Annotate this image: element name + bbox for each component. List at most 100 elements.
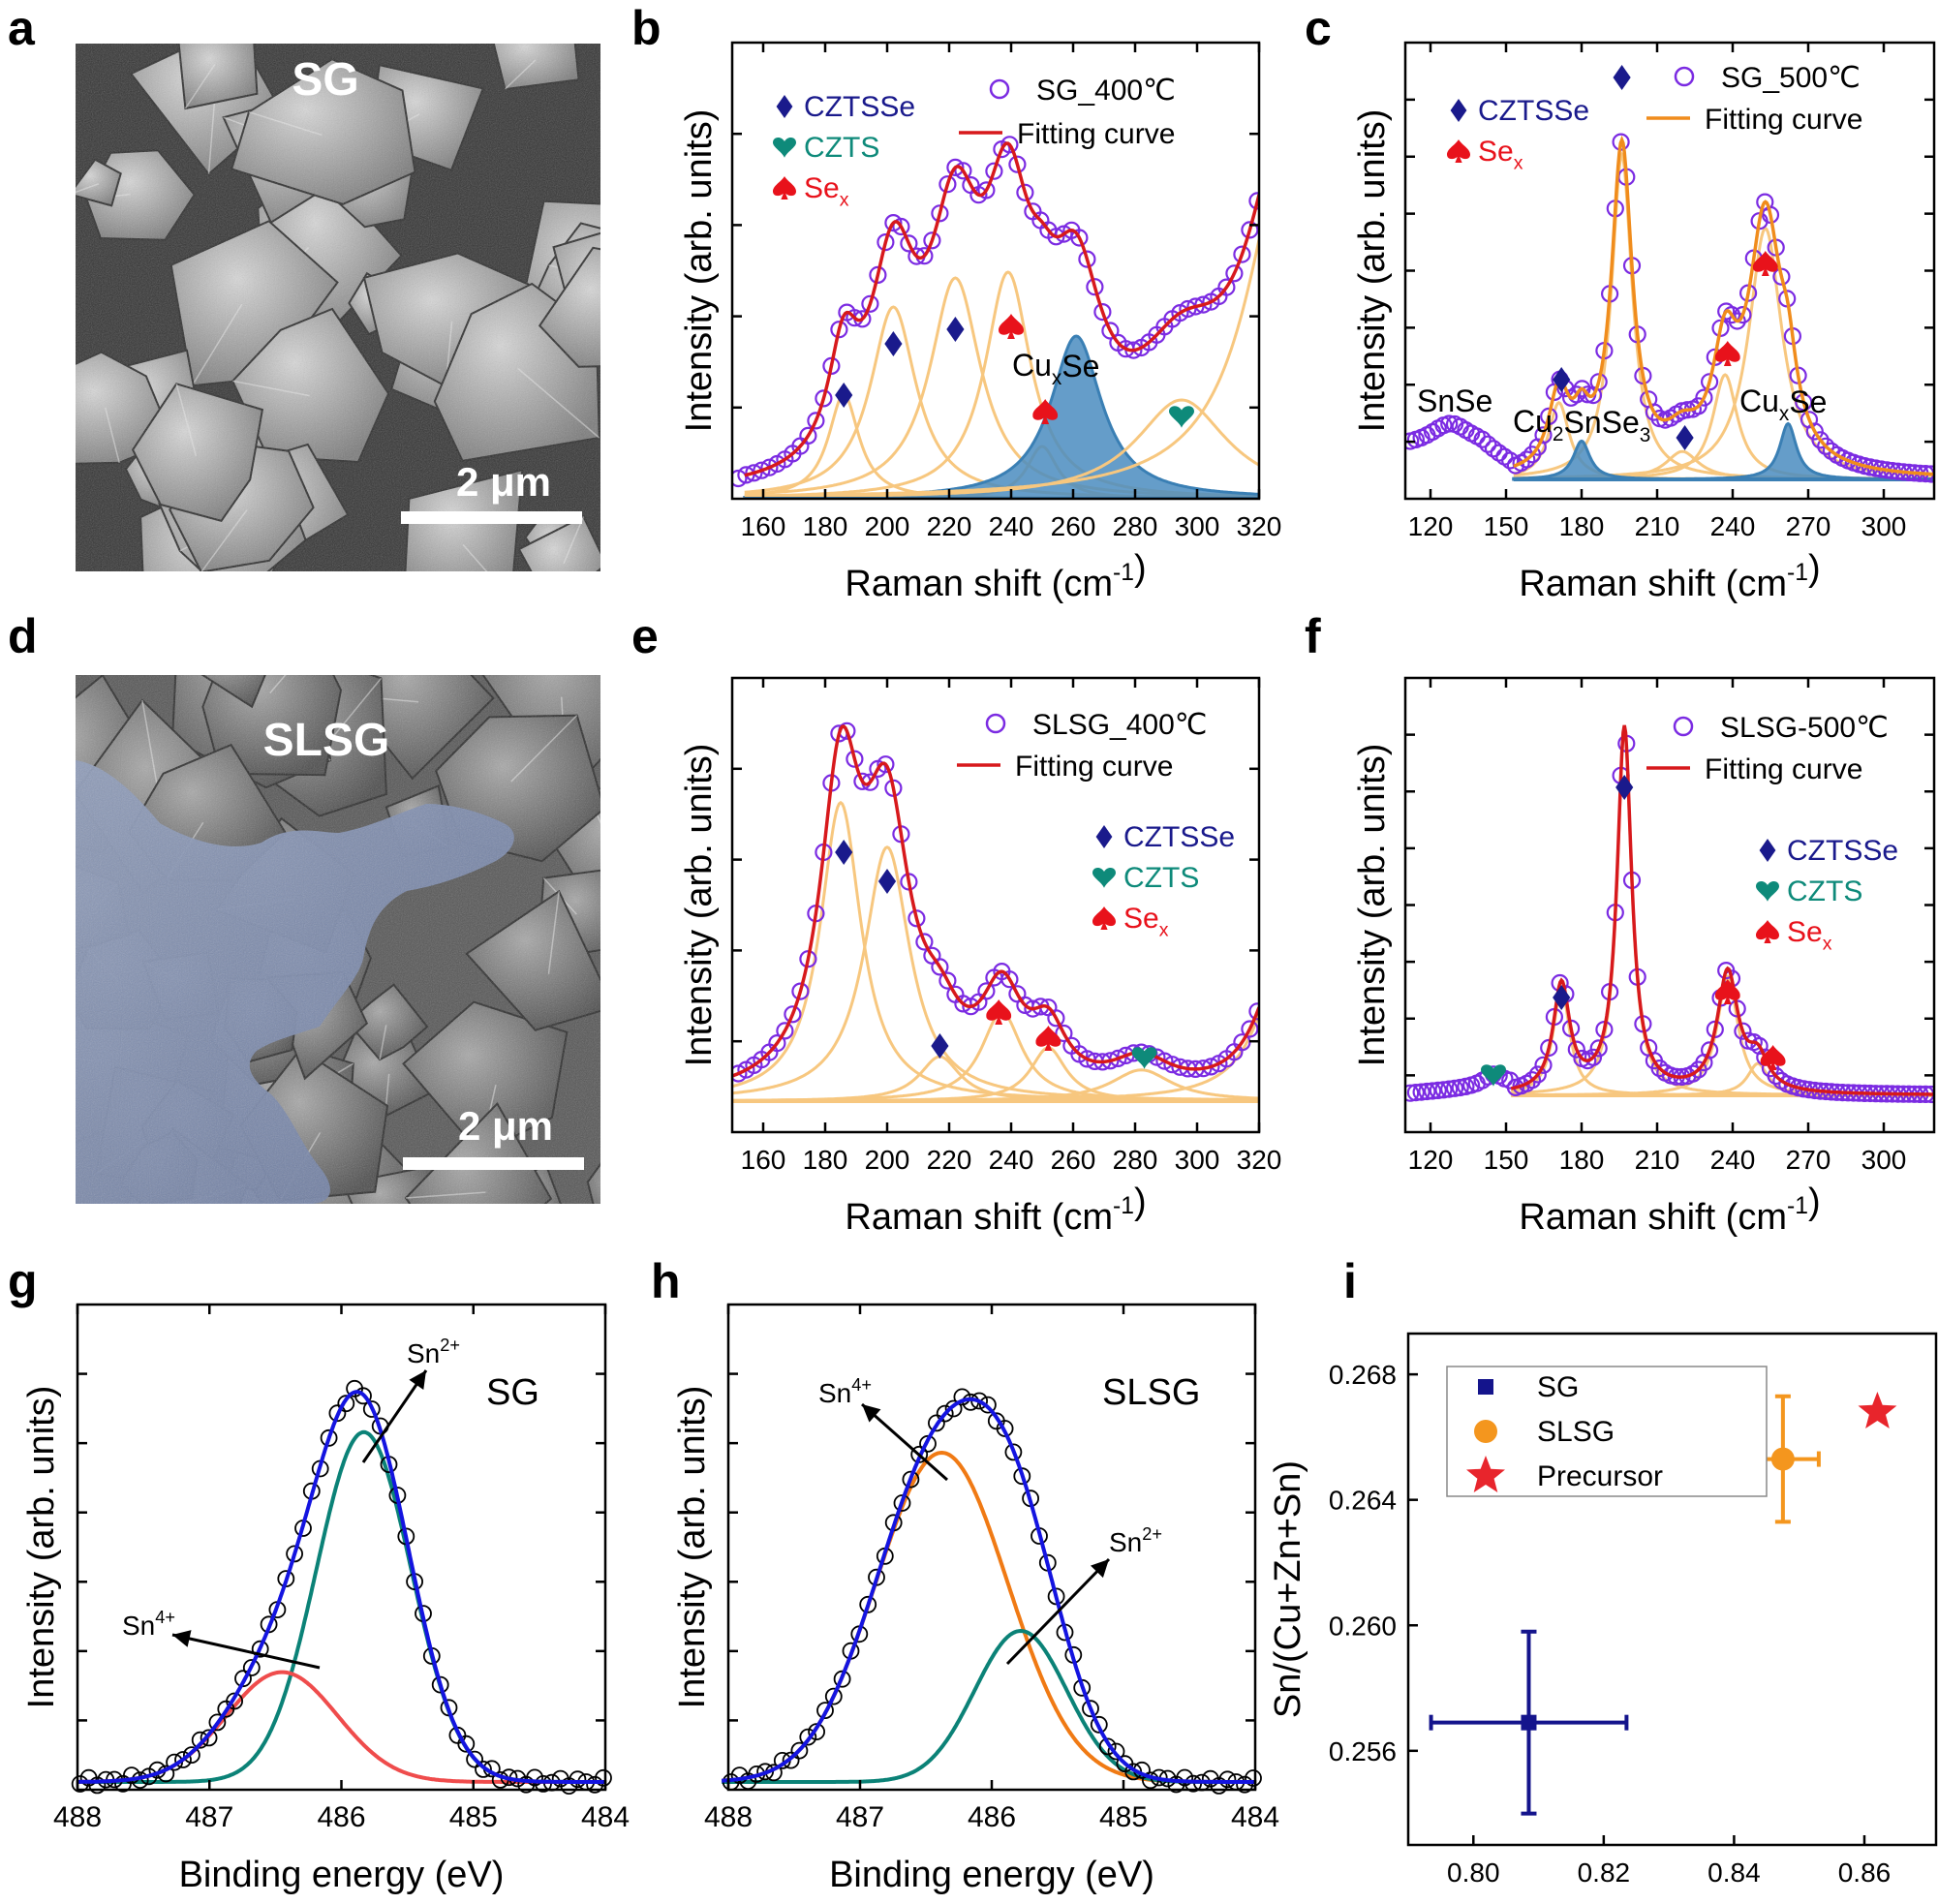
legend-label-sex: Sex [1123, 903, 1169, 940]
data-point [1423, 1082, 1442, 1100]
x-tick-label: 240 [1710, 511, 1756, 541]
data-point [1217, 278, 1236, 296]
legend-label-cztsse: CZTSSe [1787, 835, 1898, 867]
data-point [71, 1775, 89, 1793]
data-point [977, 181, 996, 200]
raman-chart-sg-400: 160 180 200 220 240 260 280 300 320 Raman shift (… [679, 41, 1281, 604]
xps-chart-sg: 488 487 486 485 484 Binding energy (eV) Intens… [21, 1303, 630, 1895]
plot-frame [1406, 1332, 1938, 1847]
data-point [861, 294, 879, 313]
x-tick-label: 485 [449, 1801, 498, 1833]
legend-symbol-czts [776, 95, 793, 118]
data-point [200, 1729, 218, 1747]
data-point [730, 1766, 749, 1784]
data-point [226, 1692, 244, 1710]
data-point [1540, 407, 1558, 425]
data-point [1194, 295, 1213, 314]
x-axis-label: Raman shift (cm-1) [1519, 548, 1820, 604]
data-point [1008, 155, 1027, 173]
data-point [457, 1735, 476, 1753]
x-tick-label: 280 [1113, 1145, 1158, 1175]
y-axis-label: Intensity (arb. units) [1352, 109, 1393, 433]
y-tick-label: 0.264 [1329, 1486, 1397, 1516]
data-point [1479, 435, 1497, 453]
x-tick-label: 0.80 [1447, 1858, 1500, 1888]
data-point [979, 1396, 997, 1414]
data-point [732, 469, 748, 488]
data-point [1109, 1049, 1127, 1068]
sem-a-label: SG [292, 54, 358, 106]
legend-label-sex: Sex [1478, 136, 1523, 173]
data-point [892, 217, 910, 236]
x-tick-label: 486 [968, 1801, 1016, 1833]
legend-label-precursor: Precursor [1537, 1460, 1663, 1492]
x-axis-label: Raman shift (cm-1) [1519, 1182, 1820, 1238]
sem-image-sg [76, 44, 600, 571]
data-point [1523, 1071, 1542, 1090]
peak-marker-cztsg [1131, 1047, 1157, 1069]
legend-sample-label: SLSG-500℃ [1720, 712, 1889, 744]
panel-label-h: h [651, 1254, 681, 1308]
legend-symbol-sex [1092, 906, 1116, 930]
plot-frame [730, 41, 1261, 501]
data-point [1817, 437, 1835, 455]
data-point [174, 1751, 192, 1768]
data-point [1440, 1080, 1459, 1098]
data-point [985, 162, 1003, 180]
data-point [1434, 1081, 1453, 1099]
y-axis-label: Intensity (arb. units) [679, 744, 720, 1067]
data-point [1534, 426, 1553, 445]
panel-label-c: c [1305, 1, 1332, 55]
point-slsg [1770, 1447, 1795, 1471]
x-tick-label: 484 [581, 1801, 630, 1833]
data-point [944, 1399, 963, 1418]
x-tick-label: 150 [1484, 1145, 1529, 1175]
legend-symbol-cztsg [1092, 868, 1116, 888]
data-point [782, 1751, 800, 1769]
data-point [1429, 1081, 1447, 1100]
data-point [923, 231, 941, 250]
x-tick-label: 180 [1559, 1145, 1605, 1175]
data-point [869, 265, 887, 284]
data-point [953, 1388, 971, 1406]
legend-symbol-czts [1095, 825, 1113, 848]
data-point [362, 1400, 381, 1418]
sem-a-scale-label: 2 μm [456, 459, 551, 505]
legend-data-marker [1674, 66, 1695, 87]
data-point [915, 933, 934, 951]
x-tick-label: 260 [1051, 511, 1096, 541]
x-tick-label: 0.82 [1578, 1858, 1631, 1888]
data-point [1055, 1024, 1073, 1043]
point-precursor [1858, 1392, 1897, 1428]
peak-marker-czts [884, 331, 903, 356]
xps-component-Sn4p [77, 1670, 605, 1784]
data-point [1567, 1040, 1585, 1059]
fit-component [744, 239, 1259, 498]
x-axis-label: Binding energy (eV) [829, 1855, 1154, 1895]
x-tick-label: 180 [803, 511, 848, 541]
fitting-curve [744, 141, 1259, 477]
legend-data-marker [1673, 716, 1694, 737]
data-point [1695, 388, 1713, 407]
data-point [996, 1420, 1014, 1437]
x-tick-label: 220 [927, 1145, 972, 1175]
data-point [931, 958, 949, 976]
data-point [354, 1387, 372, 1405]
x-tick-label: 180 [1559, 511, 1605, 541]
plot-frame [730, 676, 1261, 1134]
x-tick-label: 200 [865, 1145, 910, 1175]
data-point [595, 1768, 612, 1787]
x-tick-label: 180 [803, 1145, 848, 1175]
legend-label-czts: CZTS [1787, 875, 1862, 907]
data-point [1078, 250, 1096, 268]
legend-fit-label: Fitting curve [1705, 753, 1862, 785]
data-point [1176, 1768, 1194, 1787]
data-point [535, 1775, 552, 1793]
fitting-curve [732, 724, 1259, 1078]
data-point [1013, 1467, 1031, 1486]
legend-marker-sg [1478, 1379, 1493, 1395]
x-tick-label: 240 [1710, 1145, 1756, 1175]
legend-label-sex: Sex [1787, 916, 1832, 954]
label-sn4: Sn4+ [818, 1375, 872, 1408]
data-point [475, 1761, 492, 1778]
